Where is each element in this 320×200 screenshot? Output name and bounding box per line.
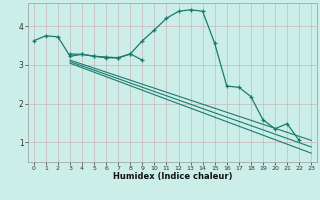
X-axis label: Humidex (Indice chaleur): Humidex (Indice chaleur): [113, 172, 232, 181]
